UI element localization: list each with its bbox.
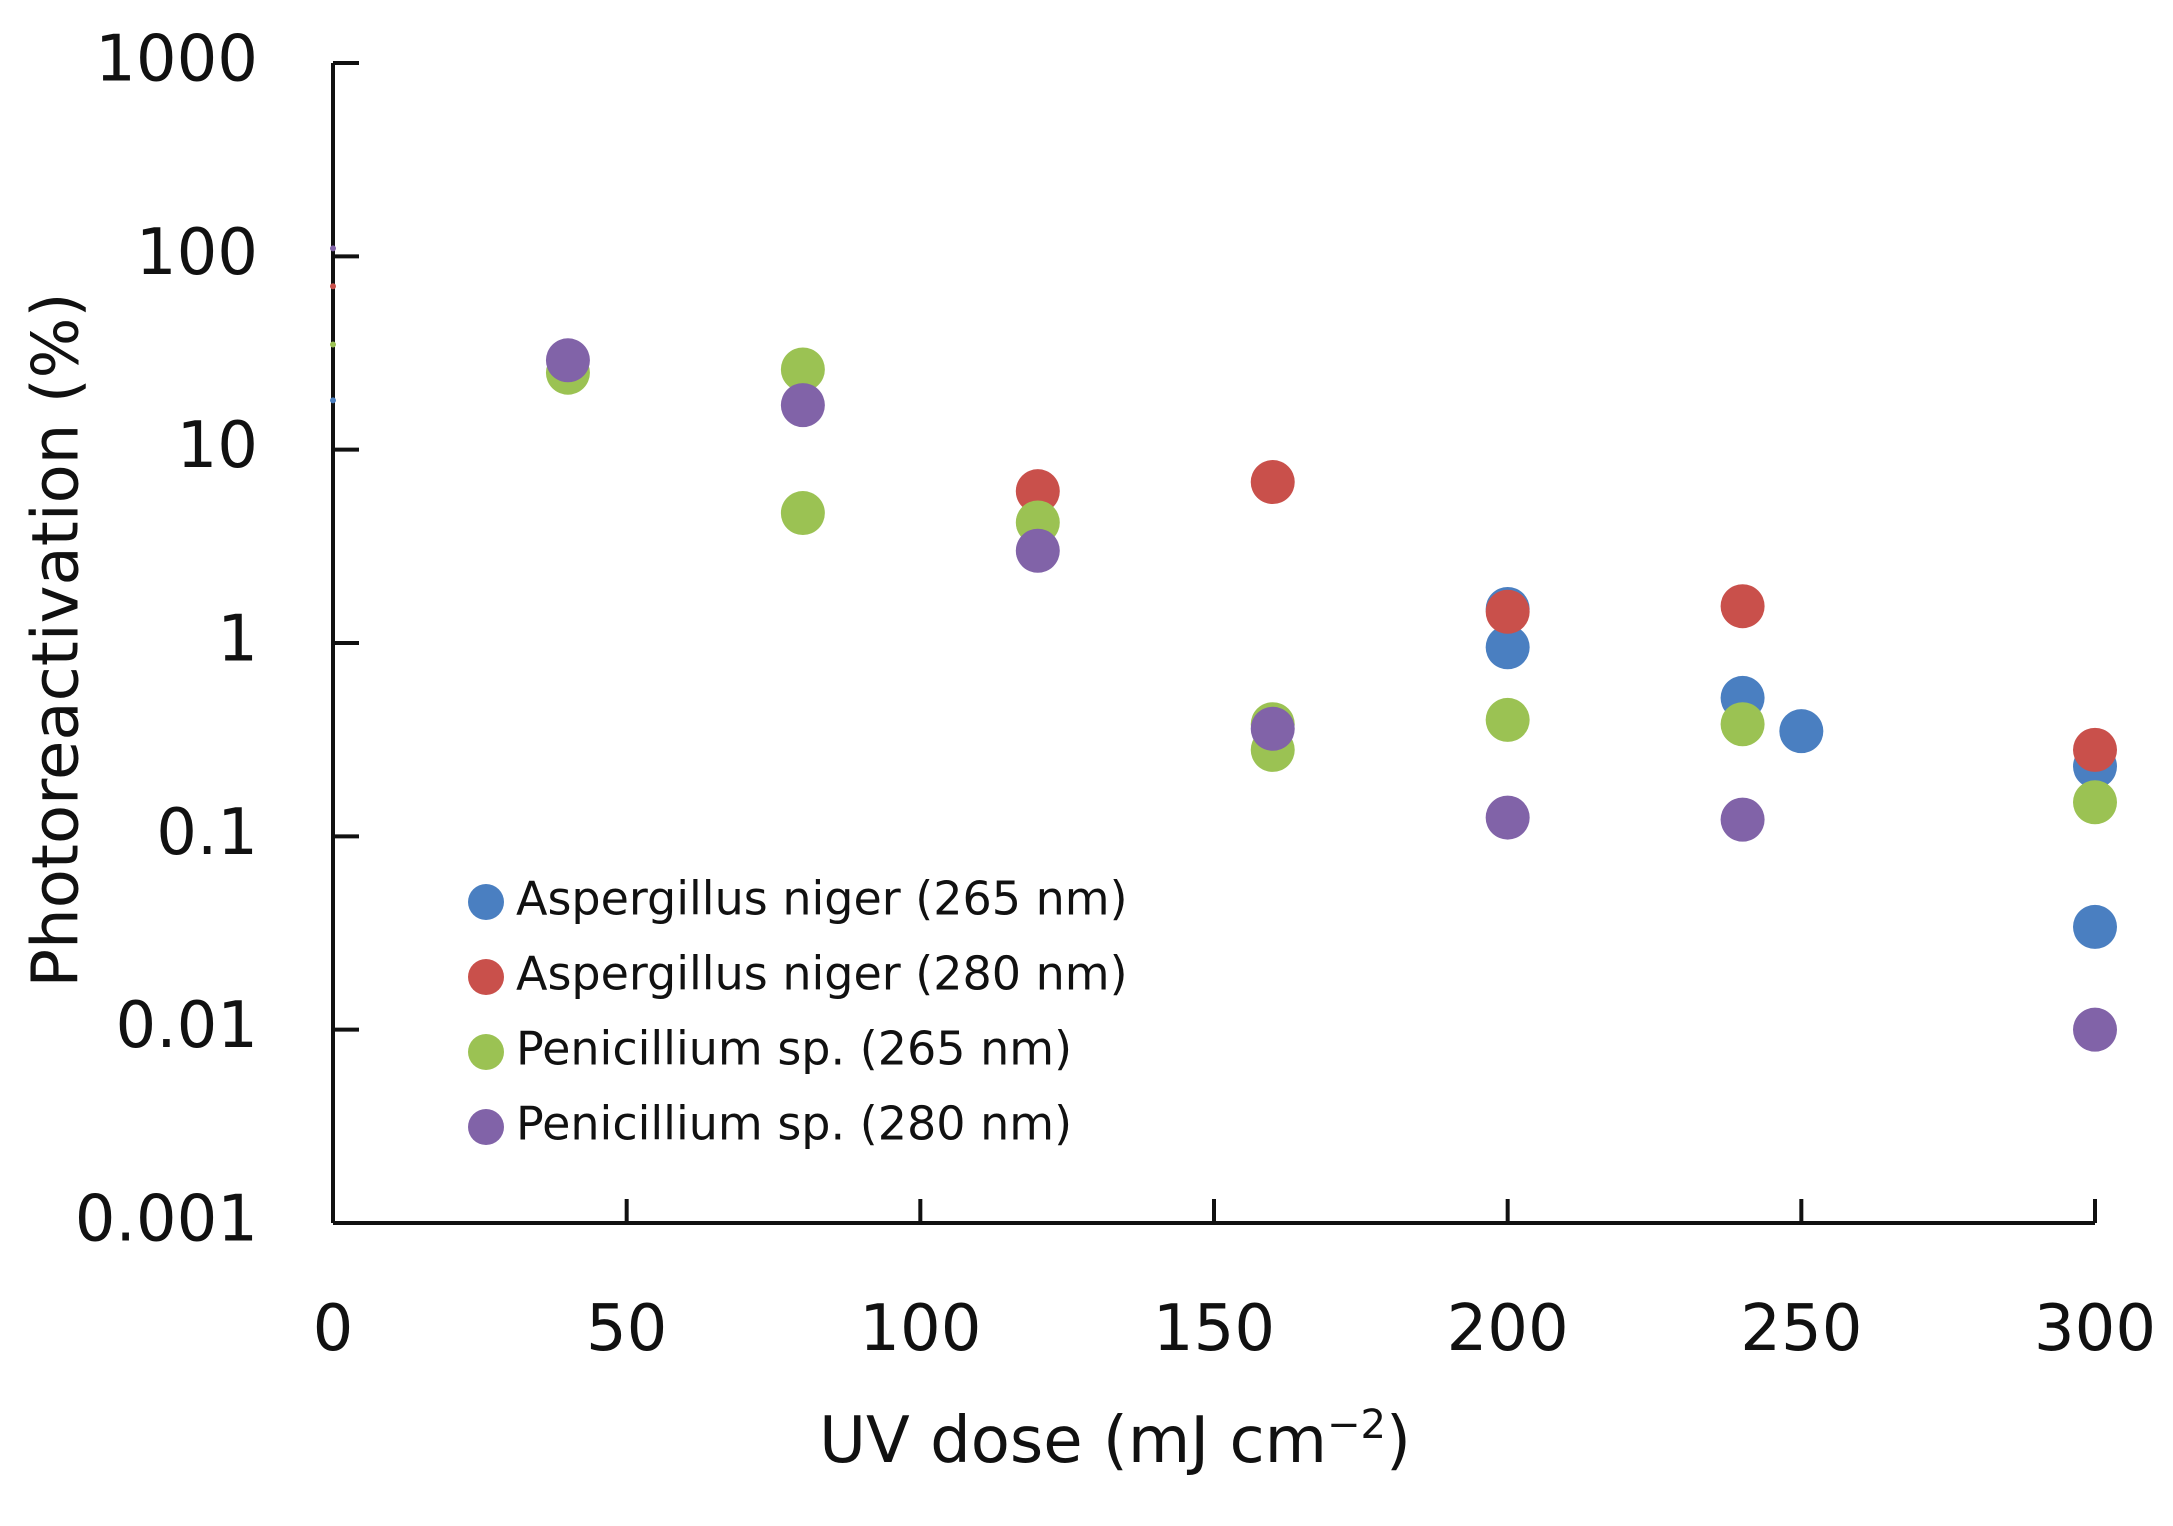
- data-point: [1720, 702, 1765, 747]
- legend-label: Penicillium sp. (280 nm): [516, 1097, 1072, 1151]
- series-4: [330, 245, 2117, 1052]
- data-point: [2073, 727, 2117, 772]
- legend-marker: [468, 1109, 504, 1145]
- data-point: [2073, 1007, 2117, 1052]
- x-tick-label: 150: [1153, 1292, 1275, 1366]
- x-tick-label: 50: [586, 1292, 667, 1366]
- data-point: [330, 245, 336, 252]
- data-point: [330, 341, 336, 348]
- x-tick-label: 0: [313, 1292, 354, 1366]
- series-1: [330, 397, 2117, 949]
- data-point: [1485, 589, 1530, 634]
- x-axis-title-close: ): [1386, 1404, 1411, 1478]
- legend-label: Aspergillus niger (265 nm): [516, 872, 1128, 926]
- data-point: [1485, 795, 1530, 840]
- data-point: [1250, 460, 1295, 505]
- legend-marker: [468, 884, 504, 920]
- y-tick-label: 0.1: [156, 796, 258, 870]
- data-point: [1779, 709, 1824, 754]
- data-point: [330, 397, 336, 404]
- data-point: [780, 347, 825, 392]
- data-point: [1720, 584, 1765, 629]
- data-point: [780, 383, 825, 428]
- data-points: [330, 245, 2117, 1052]
- series-3: [330, 341, 2117, 825]
- x-axis-ticks: 0 50 100 150 200 250 300: [313, 1199, 2156, 1366]
- y-tick-label: 1: [217, 603, 258, 677]
- y-tick-label: 0.001: [75, 1183, 258, 1257]
- data-point: [330, 283, 336, 290]
- x-axis-title-superscript: −2: [1327, 1402, 1386, 1448]
- legend-label: Aspergillus niger (280 nm): [516, 947, 1128, 1001]
- data-point: [780, 491, 825, 536]
- y-tick-label: 1000: [95, 23, 258, 97]
- data-point: [1485, 697, 1530, 742]
- y-tick-label: 0.01: [116, 989, 259, 1063]
- data-point: [1015, 469, 1060, 514]
- data-point: [2073, 904, 2117, 949]
- y-axis-ticks: 1000 100 10 1 0.1 0.01 0.001: [75, 23, 359, 1257]
- x-tick-label: 300: [2034, 1292, 2156, 1366]
- x-tick-label: 200: [1447, 1292, 1569, 1366]
- data-point: [1485, 625, 1530, 670]
- x-axis-title-main: UV dose (mJ cm: [819, 1404, 1327, 1478]
- y-axis-title: Photoreactivation (%): [20, 293, 94, 988]
- x-tick-label: 100: [859, 1292, 981, 1366]
- data-point: [545, 338, 590, 383]
- legend: Aspergillus niger (265 nm) Aspergillus ni…: [468, 872, 1128, 1151]
- data-point: [1720, 797, 1765, 842]
- y-tick-label: 10: [177, 409, 258, 483]
- legend-marker: [468, 959, 504, 995]
- legend-marker: [468, 1034, 504, 1070]
- data-point: [1015, 528, 1060, 573]
- data-point: [1250, 706, 1295, 751]
- x-tick-label: 250: [1740, 1292, 1862, 1366]
- data-point: [2073, 780, 2117, 825]
- y-tick-label: 100: [136, 216, 258, 290]
- series-2: [330, 283, 2117, 772]
- x-axis-title: UV dose (mJ cm−2): [819, 1402, 1411, 1478]
- legend-label: Penicillium sp. (265 nm): [516, 1022, 1072, 1076]
